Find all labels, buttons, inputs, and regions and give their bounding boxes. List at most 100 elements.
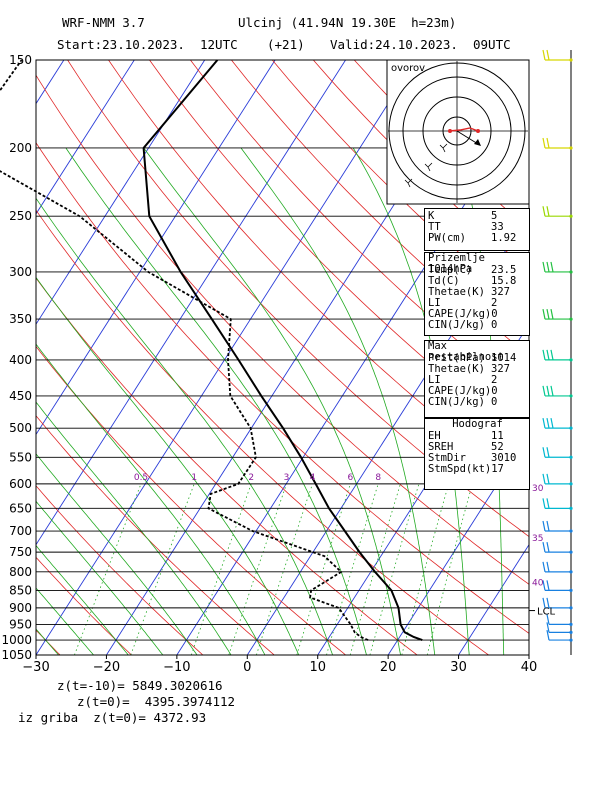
pressure-tick-label: 700 — [9, 524, 32, 538]
index-name: CIN(J/kg) — [428, 396, 485, 408]
isotherm — [36, 60, 417, 655]
index-name: StmSpd(kt) — [428, 463, 492, 475]
start-time: Start:23.10.2023. 12UTC — [57, 37, 238, 52]
pressure-tick-label: 500 — [9, 421, 32, 435]
blk4-title: Hodograf — [452, 418, 503, 430]
wind-barb — [542, 206, 573, 218]
pressure-tick-label: 450 — [9, 389, 32, 403]
index-value: 33 — [491, 221, 504, 233]
mixing-ratio-line — [296, 483, 351, 655]
index-block-kttpw: K 5 TT 33 PW(cm) 1.92 — [424, 208, 530, 251]
dry-adiabat — [36, 415, 275, 655]
footer-line-3: iz griba z(t=0)= 4372.93 — [18, 710, 207, 725]
pressure-tick-label: 400 — [9, 353, 32, 367]
pressure-tick-label: 350 — [9, 312, 32, 326]
pressure-tick-label: 150 — [9, 53, 32, 67]
moist-adiabat — [36, 401, 232, 655]
index-value: 1014 — [491, 352, 517, 364]
dewpoint-profile — [0, 59, 369, 641]
mixing-ratio-line — [190, 483, 252, 655]
pressure-tick-label: 1050 — [1, 648, 32, 662]
lcl-label: LCL — [537, 607, 556, 618]
index-value: 327 — [491, 286, 510, 298]
hodograph-barb — [424, 162, 433, 172]
index-name: CIN(J/kg) — [428, 319, 485, 331]
index-value: 2 — [491, 297, 498, 309]
index-row: Thetae(K) 327 — [425, 364, 529, 375]
mixing-ratio-label: 3 — [284, 473, 290, 483]
isotherm — [458, 543, 529, 655]
blk3-title: Max nestabilnost — [428, 340, 504, 363]
mixing-ratio-line — [369, 483, 420, 655]
surface-parcel-block: Prizemlje 1014hPa Temp(C) 23.5 Td(C) 15.8 The… — [424, 252, 530, 336]
wind-barb — [542, 498, 573, 510]
isotherm — [36, 60, 276, 436]
index-value: 0 — [491, 385, 498, 397]
moist-adiabat — [36, 343, 266, 655]
wind-barb — [542, 447, 573, 459]
index-row: TT 33 — [425, 222, 529, 233]
hodograph-stats-block: Hodograf EH 11 SREH 52 StmDir 3010 StmSpd(kt) 17 — [424, 418, 530, 490]
hodograph-point — [448, 129, 452, 133]
temperature-tick-label: 20 — [380, 660, 397, 675]
mixing-ratio-label: 1 — [191, 473, 197, 483]
isotherm — [36, 60, 206, 326]
hodograph-barb — [439, 143, 448, 153]
isotherm — [528, 654, 529, 655]
blk2-title: Prizemlje 1014hPa — [428, 252, 485, 275]
index-value: 2 — [491, 374, 498, 386]
hodograph-trace — [448, 127, 479, 132]
mixing-ratio-label: 4 — [310, 473, 316, 483]
index-name: LI — [428, 297, 441, 309]
pressure-tick-label: 600 — [9, 477, 32, 491]
wind-barb — [542, 308, 573, 321]
location-title: Ulcinj (41.94N 19.30E h=23m) — [238, 15, 457, 30]
index-row: Temp(C) 23.5 — [425, 265, 529, 276]
index-row: LI 2 — [425, 375, 529, 386]
temperature-tick-label: 30 — [450, 660, 467, 675]
temperature-tick-label: 0 — [243, 660, 251, 675]
dry-adiabat — [36, 345, 346, 655]
index-name: EH — [428, 430, 441, 442]
mixing-ratio-label: 6 — [348, 473, 354, 483]
dry-adiabat — [559, 60, 600, 655]
index-row: StmDir 3010 — [425, 453, 529, 464]
pressure-tick-label: 800 — [9, 565, 32, 579]
index-value: 0 — [491, 319, 498, 331]
isotherm — [36, 60, 346, 546]
moist-adiabat — [36, 587, 94, 655]
mixing-ratio-line — [130, 483, 195, 655]
wind-barb — [542, 137, 573, 150]
index-name: CAPE(J/kg) — [428, 385, 492, 397]
temperature-profile — [142, 59, 423, 642]
wind-barb — [542, 385, 573, 398]
storm-motion-vector — [456, 130, 479, 145]
dry-adiabat — [517, 60, 529, 71]
index-row: Thetae(K) 327 — [425, 287, 529, 298]
mixing-ratio-line — [326, 483, 379, 655]
pressure-tick-label: 300 — [9, 265, 32, 279]
isotherm — [387, 433, 529, 655]
max-instability-block: Max nestabilnost Prit(hPa) 1014 Thetae(K) 32… — [424, 340, 530, 418]
index-name: TT — [428, 221, 441, 233]
mixing-ratio-line — [349, 483, 401, 655]
index-row: CIN(J/kg) 0 — [425, 320, 529, 331]
height-label: 30 — [532, 484, 544, 494]
moist-adiabat — [36, 276, 300, 655]
wind-barb — [542, 561, 573, 574]
mixing-ratio-line — [426, 483, 473, 655]
valid-time: Valid:24.10.2023. 09UTC — [330, 37, 511, 52]
moist-adiabat — [143, 147, 401, 655]
mixing-ratio-label: 2 — [248, 473, 254, 483]
wind-barb — [542, 580, 573, 592]
wind-barb — [542, 520, 573, 533]
index-name: Td(C) — [428, 275, 460, 287]
hodograph-label: ovorov — [391, 63, 425, 74]
footer-line-2: z(t=0)= 4395.3974112 — [77, 694, 236, 709]
moist-adiabat — [36, 453, 198, 655]
temperature-tick-label: −20 — [93, 660, 120, 675]
index-name: LI — [428, 374, 441, 386]
index-value: 17 — [491, 463, 504, 475]
pressure-tick-label: 550 — [9, 450, 32, 464]
